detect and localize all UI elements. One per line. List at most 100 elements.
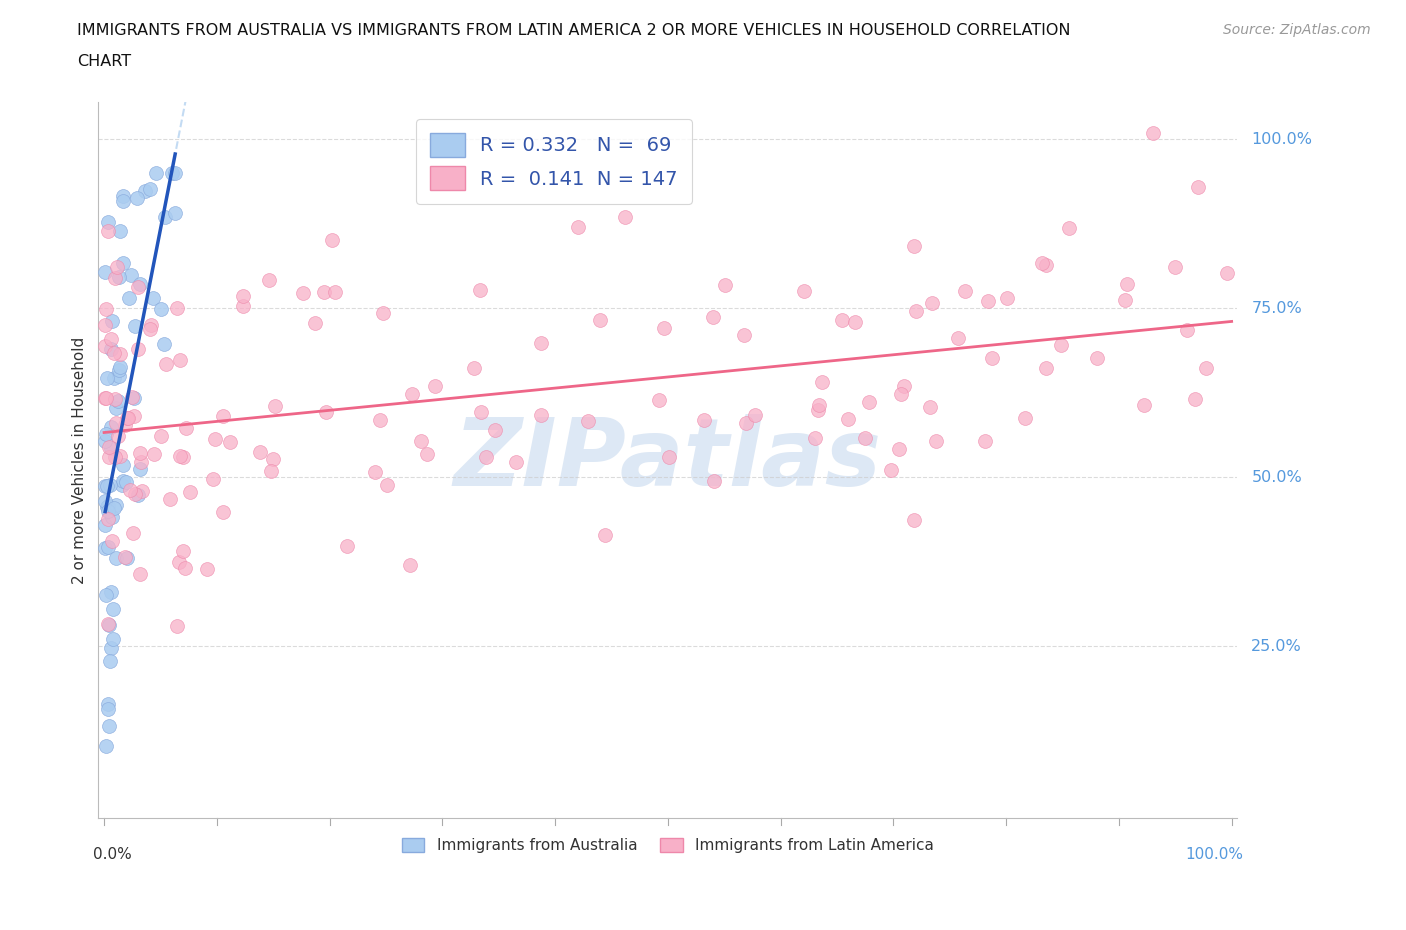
Point	[104, 271, 127, 286]
Point	[232, 299, 254, 313]
Point	[648, 392, 671, 407]
Point	[614, 210, 637, 225]
Point	[145, 166, 167, 180]
Point	[104, 450, 127, 465]
Text: 50.0%: 50.0%	[1251, 470, 1302, 485]
Point	[96, 478, 118, 493]
Point	[118, 290, 141, 305]
Point	[212, 409, 235, 424]
Point	[1195, 361, 1218, 376]
Point	[323, 285, 346, 299]
Point	[114, 418, 136, 432]
Point	[1114, 292, 1136, 307]
Point	[112, 193, 135, 208]
Point	[880, 462, 903, 477]
Point	[100, 585, 122, 600]
Point	[98, 654, 121, 669]
Point	[100, 510, 122, 525]
Point	[96, 498, 118, 513]
Point	[1215, 266, 1237, 281]
Point	[114, 550, 136, 565]
Point	[315, 405, 337, 419]
Point	[893, 379, 915, 393]
Y-axis label: 2 or more Vehicles in Household: 2 or more Vehicles in Household	[72, 337, 87, 584]
Point	[1133, 397, 1156, 412]
Point	[100, 419, 122, 434]
Point	[219, 434, 242, 449]
Point	[142, 290, 165, 305]
Point	[204, 432, 226, 446]
Text: 0.0%: 0.0%	[93, 847, 132, 862]
Point	[658, 449, 681, 464]
Point	[364, 465, 387, 480]
Point	[576, 414, 599, 429]
Point	[105, 259, 128, 274]
Point	[304, 315, 326, 330]
Point	[172, 543, 194, 558]
Point	[713, 278, 735, 293]
Point	[702, 310, 724, 325]
Point	[174, 420, 197, 435]
Point	[977, 294, 1000, 309]
Point	[734, 416, 756, 431]
Point	[150, 302, 173, 317]
Point	[807, 403, 830, 418]
Point	[167, 555, 190, 570]
Point	[112, 473, 135, 488]
Point	[811, 375, 834, 390]
Point	[744, 408, 766, 423]
Point	[97, 617, 120, 631]
Point	[321, 232, 343, 247]
Point	[484, 422, 506, 437]
Point	[104, 392, 127, 406]
Point	[117, 551, 139, 565]
Point	[94, 540, 117, 555]
Point	[588, 313, 610, 328]
Point	[172, 449, 194, 464]
Point	[890, 386, 912, 401]
Point	[1050, 338, 1073, 352]
Point	[1087, 351, 1109, 365]
Point	[97, 618, 120, 632]
Point	[1184, 392, 1206, 406]
Text: IMMIGRANTS FROM AUSTRALIA VS IMMIGRANTS FROM LATIN AMERICA 2 OR MORE VEHICLES IN: IMMIGRANTS FROM AUSTRALIA VS IMMIGRANTS …	[77, 23, 1071, 38]
Point	[105, 416, 128, 431]
Point	[195, 562, 218, 577]
Point	[925, 433, 948, 448]
Point	[263, 451, 285, 466]
Point	[100, 441, 122, 456]
Text: 100.0%: 100.0%	[1251, 132, 1312, 147]
Point	[263, 398, 285, 413]
Point	[530, 336, 553, 351]
Point	[111, 189, 134, 204]
Point	[111, 458, 134, 472]
Point	[107, 393, 129, 408]
Point	[107, 363, 129, 378]
Point	[96, 302, 118, 317]
Point	[955, 284, 977, 299]
Point	[94, 391, 117, 405]
Point	[96, 371, 118, 386]
Point	[97, 539, 120, 554]
Point	[370, 413, 392, 428]
Point	[124, 391, 146, 405]
Point	[149, 429, 172, 444]
Point	[97, 512, 120, 526]
Point	[122, 409, 145, 424]
Point	[94, 494, 117, 509]
Point	[117, 410, 139, 425]
Point	[127, 280, 149, 295]
Point	[692, 412, 714, 427]
Text: Source: ZipAtlas.com: Source: ZipAtlas.com	[1223, 23, 1371, 37]
Point	[1031, 256, 1053, 271]
Point	[1175, 322, 1198, 337]
Point	[201, 472, 224, 486]
Text: 75.0%: 75.0%	[1251, 300, 1302, 316]
Point	[946, 330, 969, 345]
Point	[124, 319, 146, 334]
Text: ZIPatlas: ZIPatlas	[454, 415, 882, 506]
Point	[107, 429, 129, 444]
Point	[108, 368, 131, 383]
Point	[103, 370, 125, 385]
Point	[1187, 179, 1209, 194]
